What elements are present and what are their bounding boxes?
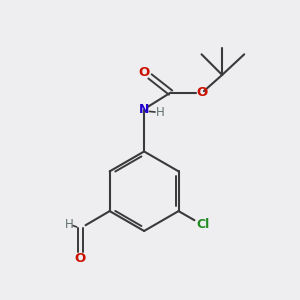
Text: O: O bbox=[74, 252, 86, 265]
Text: N: N bbox=[139, 103, 149, 116]
Text: H: H bbox=[156, 106, 165, 119]
Text: O: O bbox=[196, 86, 208, 99]
Text: Cl: Cl bbox=[196, 218, 209, 231]
Text: O: O bbox=[139, 66, 150, 80]
Text: H: H bbox=[65, 218, 74, 231]
